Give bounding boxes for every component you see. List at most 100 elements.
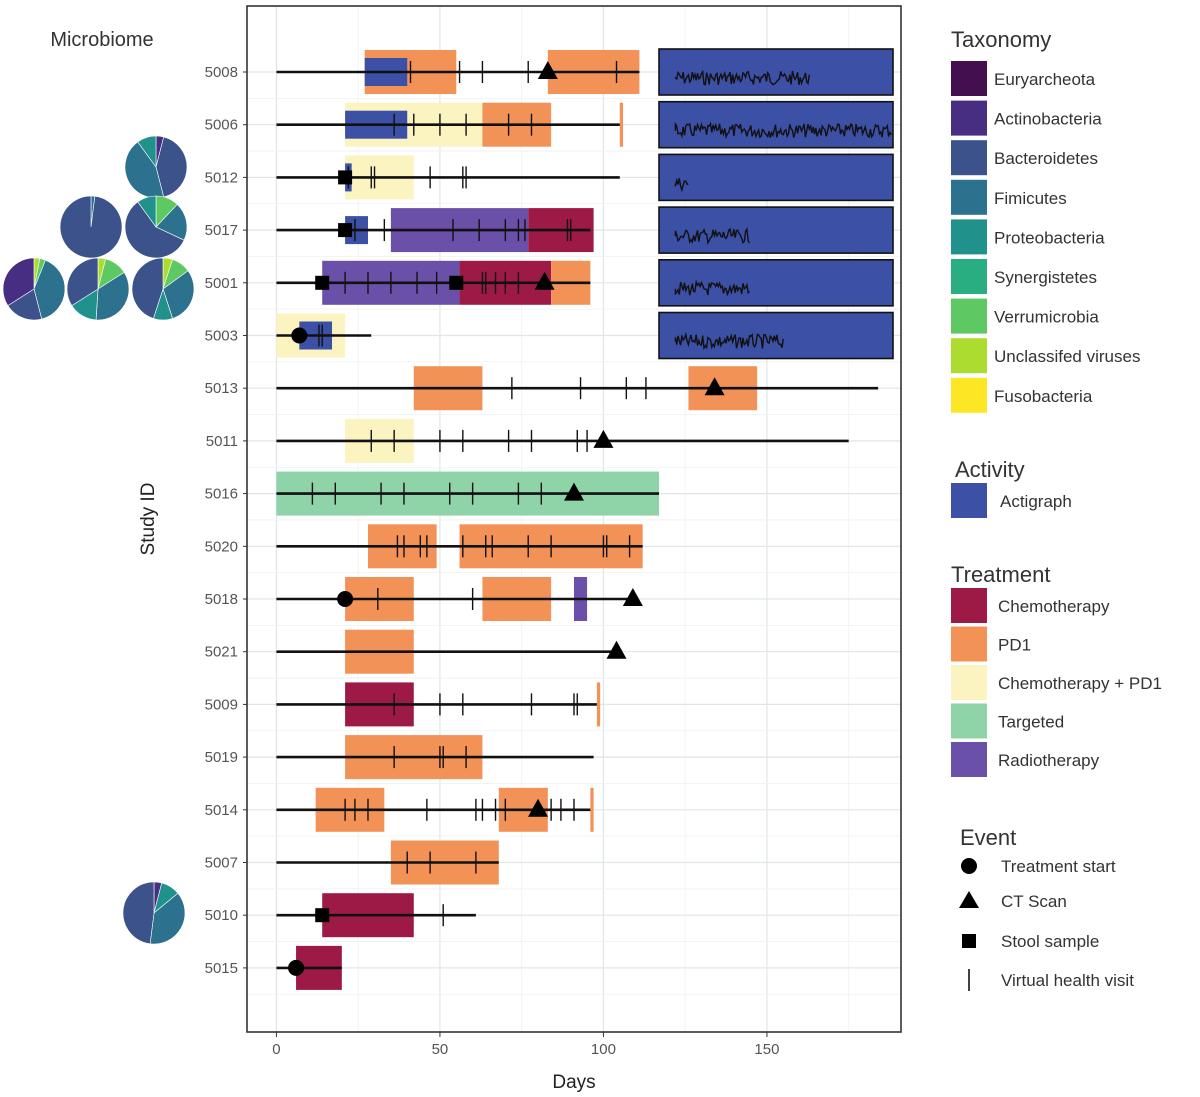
legend-key-taxonomy bbox=[951, 61, 987, 96]
legend-label-taxonomy: Euryarcheota bbox=[994, 70, 1096, 89]
stool-sample-mark bbox=[338, 223, 353, 238]
pie-slice bbox=[162, 270, 195, 319]
ct-scan-mark bbox=[622, 588, 643, 606]
treatment-bar bbox=[596, 682, 601, 727]
x-tick-label: 100 bbox=[591, 1041, 616, 1058]
treatment-start-mark bbox=[288, 959, 305, 976]
legend-key-taxonomy bbox=[951, 140, 987, 176]
activity-trace bbox=[674, 121, 892, 140]
ct-scan-mark bbox=[528, 798, 549, 817]
activity-trace bbox=[674, 279, 750, 297]
y-tick-label: 5019 bbox=[205, 749, 238, 766]
legend-title-treatment: Treatment bbox=[951, 562, 1050, 587]
y-tick-label: 5012 bbox=[205, 169, 238, 186]
y-tick-label: 5008 bbox=[205, 64, 238, 81]
y-tick-label: 5010 bbox=[205, 907, 238, 924]
ct-scan-mark bbox=[537, 61, 558, 79]
legend-key-taxonomy bbox=[951, 298, 987, 334]
y-tick-label: 5021 bbox=[205, 644, 238, 661]
pie-slice bbox=[66, 257, 99, 307]
pie-slice bbox=[95, 271, 130, 321]
activity-trace bbox=[674, 331, 784, 351]
y-tick-label: 5006 bbox=[205, 117, 238, 134]
y-tick-label: 5009 bbox=[205, 696, 238, 713]
y-tick-label: 5013 bbox=[205, 380, 238, 397]
y-tick-label: 5016 bbox=[205, 486, 238, 503]
y-tick-label: 5001 bbox=[205, 275, 238, 292]
stool-sample-mark bbox=[315, 275, 330, 290]
legend-key-treatment bbox=[951, 742, 987, 777]
legend-title-event: Event bbox=[960, 825, 1016, 850]
pie-slice bbox=[33, 259, 66, 320]
treatment-start-mark bbox=[337, 591, 354, 607]
stool-sample-mark bbox=[338, 170, 353, 185]
legend-key-taxonomy bbox=[951, 259, 987, 294]
microbiome-pie bbox=[131, 257, 195, 321]
legend-key-treatment-start bbox=[961, 858, 977, 874]
pie-slice bbox=[7, 288, 43, 321]
y-tick-label: 5003 bbox=[205, 328, 238, 345]
legend-key-treatment bbox=[951, 588, 987, 623]
ct-scan-mark bbox=[606, 640, 627, 659]
legend-label-event: Stool sample bbox=[1001, 932, 1099, 951]
activity-panel bbox=[658, 100, 894, 149]
event-layer bbox=[288, 61, 725, 976]
treatment-bar bbox=[619, 102, 624, 147]
plot-panel-border bbox=[246, 5, 902, 1033]
pie-slice bbox=[131, 257, 164, 319]
y-tick-label: 5020 bbox=[205, 538, 238, 555]
stool-sample-mark bbox=[449, 275, 464, 290]
ct-scan-mark bbox=[593, 429, 614, 448]
legend-label-taxonomy: Bacteroidetes bbox=[994, 149, 1098, 168]
legend-key-taxonomy bbox=[951, 338, 987, 374]
legend-key-treatment bbox=[951, 626, 987, 662]
legend-label-taxonomy: Synergistetes bbox=[994, 268, 1097, 287]
activity-panel bbox=[658, 153, 894, 202]
legend-key-treatment bbox=[951, 703, 987, 739]
legend-label-event: Virtual health visit bbox=[1001, 971, 1134, 990]
legend-key-taxonomy bbox=[951, 100, 987, 136]
pie-slice bbox=[124, 201, 185, 259]
treatment-start-mark bbox=[291, 327, 308, 344]
microbiome-pie bbox=[122, 881, 186, 945]
legend-label-treatment: Chemotherapy + PD1 bbox=[998, 674, 1162, 693]
legend-label-taxonomy: Fimicutes bbox=[994, 189, 1067, 208]
legend-label-event: CT Scan bbox=[1001, 892, 1067, 911]
legend-title-activity: Activity bbox=[955, 457, 1025, 482]
legend-label-taxonomy: Proteobacteria bbox=[994, 228, 1105, 247]
legend-key-taxonomy bbox=[951, 377, 987, 413]
microbiome-pie-layer bbox=[2, 135, 195, 945]
y-tick-label: 5018 bbox=[205, 591, 238, 608]
legend-layer: Taxonomy Euryarcheota Actinobacteria Bacter… bbox=[951, 27, 1162, 991]
activity-panel bbox=[658, 48, 894, 96]
legend-label-taxonomy: Unclassifed viruses bbox=[994, 347, 1140, 366]
pie-slice bbox=[137, 135, 157, 168]
microbiome-pie bbox=[2, 257, 66, 321]
activity-panel bbox=[658, 258, 894, 307]
pie-slice bbox=[149, 892, 186, 945]
activity-trace bbox=[674, 69, 810, 86]
x-tick-label: 150 bbox=[754, 1041, 779, 1058]
legend-label-treatment: Radiotherapy bbox=[998, 751, 1100, 770]
ct-scan-mark bbox=[564, 482, 584, 501]
legend-label-treatment: PD1 bbox=[998, 636, 1031, 655]
legend-key-taxonomy bbox=[951, 179, 987, 215]
microbiome-pie bbox=[59, 195, 123, 259]
activity-panel bbox=[658, 206, 894, 254]
pie-slice bbox=[59, 195, 123, 259]
microbiome-label: Microbiome bbox=[50, 29, 153, 51]
y-tick-label: 5011 bbox=[206, 433, 238, 450]
legend-label-activity: Actigraph bbox=[1000, 492, 1072, 511]
legend-label-taxonomy: Fusobacteria bbox=[994, 387, 1093, 406]
legend-label-treatment: Targeted bbox=[998, 713, 1064, 732]
microbiome-pie bbox=[66, 257, 130, 321]
microbiome-pie bbox=[124, 195, 188, 259]
x-axis-title: Days bbox=[552, 1072, 595, 1093]
activity-trace bbox=[674, 226, 751, 245]
pie-slice bbox=[155, 136, 188, 198]
y-tick-label-layer: 5008 5006 5012 5017 5001 5003 5013 5011 5016 5020… bbox=[205, 64, 247, 977]
y-tick-label: 5014 bbox=[205, 802, 238, 819]
x-tick-label: 0 bbox=[272, 1041, 280, 1058]
pie-slice bbox=[2, 257, 35, 307]
legend-label-taxonomy: Verrumicrobia bbox=[994, 308, 1099, 327]
